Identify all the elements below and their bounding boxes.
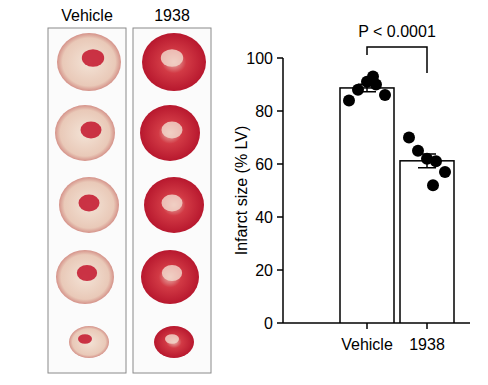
y-tick [277,216,283,218]
heart-slice [142,33,206,91]
y-tick-label: 20 [255,262,273,279]
heart-slice [144,177,204,233]
bar [400,161,454,323]
y-tick [277,57,283,59]
slice-spot [77,265,97,281]
chart-root: Vehicle 1938 0 20 40 60 80 100 Vehicle 1938 Infarc… [0,0,488,385]
y-tick [277,322,283,324]
data-point [367,71,379,83]
data-point [403,132,415,144]
y-tick-label: 80 [255,103,273,120]
heart-slice [55,105,115,161]
chart-svg: Vehicle 1938 0 20 40 60 80 100 Vehicle 1938 Infarc… [0,0,488,385]
bar [340,88,394,323]
y-tick-label: 0 [264,315,273,332]
heart-slice [59,177,119,233]
heart-slice [57,33,121,91]
photo-panel [48,28,126,373]
data-point [430,155,442,167]
photo-panel [133,28,211,373]
x-tick-label: Vehicle [341,336,393,353]
y-tick [277,163,283,165]
y-tick [277,110,283,112]
heart-slice [56,250,114,304]
x-tick-label: 1938 [409,336,445,353]
y-tick-label: 60 [255,156,273,173]
heart-slice [154,326,194,358]
slice-spot [79,195,100,212]
y-axis-label: Infarct size (% LV) [233,126,250,256]
slice-spot [165,334,179,344]
x-tick [366,323,368,329]
data-point [352,84,364,96]
panel-label: 1938 [154,7,190,24]
data-point [412,145,424,157]
panel-label: Vehicle [61,7,113,24]
data-point [379,89,391,101]
data-point [343,94,355,106]
slice-spot [162,265,182,281]
x-tick [426,323,428,329]
slice-spot [78,334,92,344]
annotation: P < 0.0001 [358,23,436,40]
plot-marks [340,71,454,323]
heart-slice [141,250,199,304]
y-axis [282,58,284,323]
significance-bracket [367,47,427,73]
data-point [427,179,439,191]
y-tick-label: 100 [246,50,273,67]
heart-slice [140,105,200,161]
slice-spot [82,49,104,66]
slice-spot [161,49,183,66]
slice-spot [81,122,102,139]
slice-spot [162,195,183,212]
y-tick [277,269,283,271]
slice-spot [162,122,183,139]
heart-slice [69,326,109,358]
data-point [439,166,451,178]
y-tick-label: 40 [255,209,273,226]
